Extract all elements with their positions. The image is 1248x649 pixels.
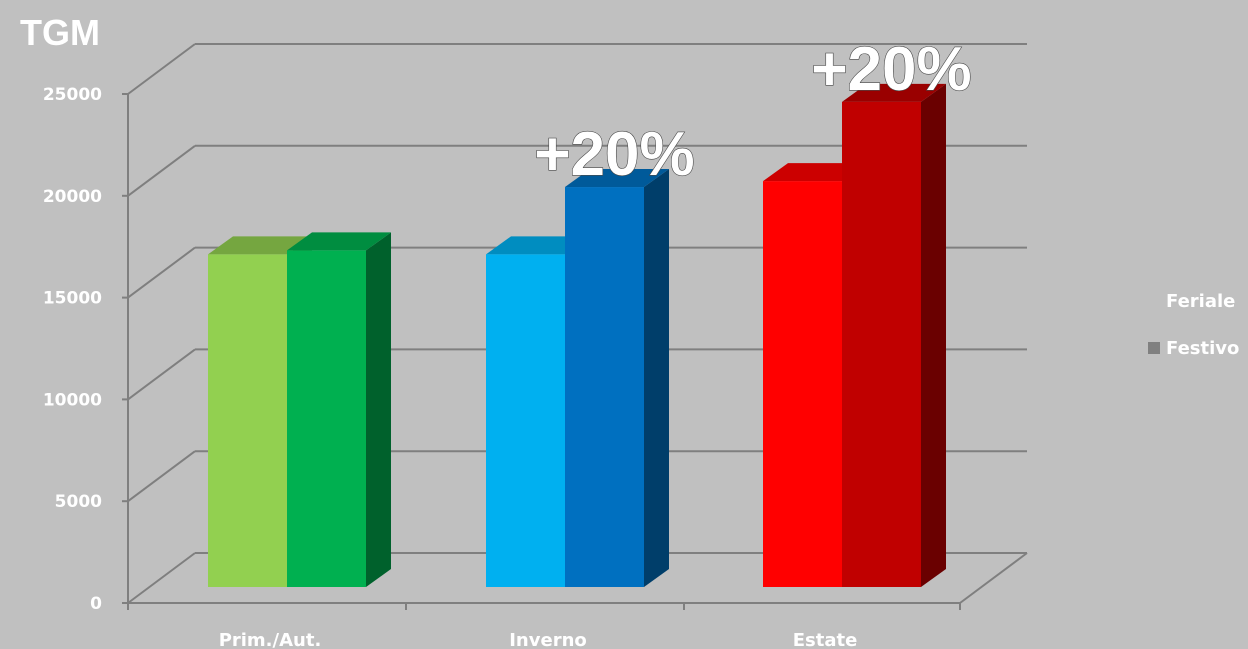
x-tick-label: Estate [793,630,858,649]
gridline-depth [127,552,196,604]
labels: 0 5000 10000 15000 20000 25000 Prim./Aut. Inver… [20,12,1239,649]
gridline-depth [127,144,196,197]
bar-front [287,250,366,587]
bar-front [208,254,287,588]
gridline-depth [127,348,196,401]
gridline-depth [127,450,196,503]
bar-front [565,187,644,588]
floor-edge [959,552,1028,604]
legend-swatch [1148,295,1160,307]
bar-top [565,169,669,188]
gridline-depth [127,43,196,95]
y-tick-label: 0 [90,594,102,614]
bar-festivo-2 [842,83,946,588]
y-tick-label: 5000 [55,492,102,512]
bar-top [486,236,590,255]
legend-label: Festivo [1166,338,1239,359]
gridline-depth [127,246,196,299]
bar-top [287,232,391,251]
bar-festivo-0 [287,232,391,587]
bar-front [842,101,921,588]
bar-top [763,163,867,182]
bar-side [644,169,669,588]
bars [208,83,946,588]
y-tick-label: 15000 [43,289,102,309]
bar-top [208,236,312,255]
annotation-label: +20% [811,35,971,104]
x-tick-label: Inverno [509,630,587,649]
y-tick-label: 20000 [43,187,102,207]
bar-front [763,181,842,587]
annotation-label: +20% [534,120,694,189]
legend-label: Feriale [1166,291,1235,312]
y-axis-title: TGM [20,12,100,53]
bar-side [366,232,391,587]
bar-front [486,254,565,588]
x-tick-label: Prim./Aut. [219,630,322,649]
bar-top [842,83,946,102]
axes [122,93,961,610]
legend: Feriale Festivo [1148,291,1239,359]
bar-festivo-1 [565,169,669,588]
y-tick-label: 10000 [43,390,102,410]
legend-swatch [1148,342,1160,354]
y-tick-label: 25000 [43,85,102,105]
bar-side [921,83,946,588]
